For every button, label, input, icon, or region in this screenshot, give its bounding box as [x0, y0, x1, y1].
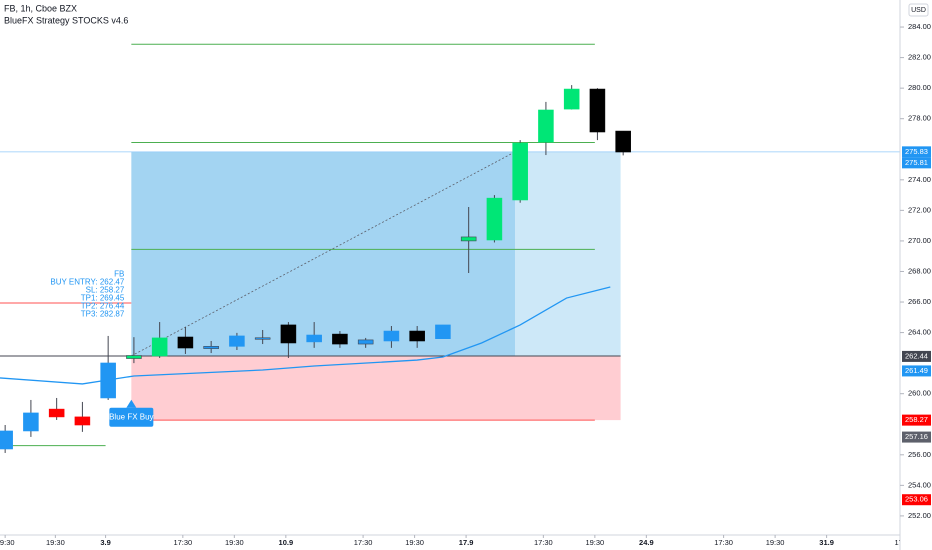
- y-tick-label: 280.00: [908, 83, 931, 92]
- candle-body: [151, 337, 168, 357]
- x-tick-label: 17:30: [714, 538, 733, 547]
- candle-body: [357, 339, 374, 345]
- candle-body: [100, 362, 116, 399]
- y-tick-label: 260.00: [908, 389, 931, 398]
- y-tick-label: 282.00: [908, 53, 931, 62]
- y-tick-label: 268.00: [908, 266, 931, 275]
- candle-body: [563, 88, 580, 110]
- time-axis: 19:30 19:30 3.9 17:30 19:30 10.9 17:30 19:30 17.…: [0, 535, 913, 547]
- price-badge-label: 258.27: [905, 415, 928, 424]
- y-tick-label: 252.00: [908, 511, 931, 520]
- x-tick-label: 24.9: [639, 538, 654, 547]
- price-badge: [902, 414, 931, 426]
- candle-body: [538, 109, 554, 143]
- x-tick-label: 19:30: [0, 538, 15, 547]
- signal-box: [109, 407, 154, 427]
- price-badge: [902, 365, 931, 377]
- candle-body: [203, 346, 219, 349]
- candle-body: [74, 416, 91, 426]
- candle-body: [383, 330, 400, 342]
- candle-body: [332, 333, 348, 345]
- y-tick-label: 266.00: [908, 297, 931, 306]
- price-badge-label: 262.44: [905, 351, 928, 360]
- y-tick-label: 264.00: [908, 328, 931, 337]
- y-tick-label: 270.00: [908, 236, 931, 245]
- trade-level-label: TP2: 276.44: [81, 301, 125, 310]
- candle-body: [48, 408, 65, 418]
- candle-body: [254, 337, 271, 340]
- price-badge-label: 275.81: [905, 158, 928, 167]
- y-tick-label: 256.00: [908, 450, 931, 459]
- x-tick-label: 19:30: [405, 538, 424, 547]
- x-tick-label: 17:30: [354, 538, 373, 547]
- trade-level-label: BUY ENTRY: 262.47: [50, 277, 125, 286]
- candle-body: [409, 330, 425, 342]
- x-tick-label: 3.9: [100, 538, 110, 547]
- price-badge-label: 257.16: [905, 432, 928, 441]
- candle-body: [486, 197, 503, 241]
- y-tick-label: 284.00: [908, 22, 931, 31]
- currency: USD: [911, 7, 926, 14]
- x-tick-label: 19:30: [766, 538, 785, 547]
- trade-level-label: SL: 258.27: [86, 285, 125, 294]
- candle-body: [512, 142, 528, 201]
- chart-subtitle: BlueFX Strategy STOCKS v4.6: [4, 15, 128, 25]
- currency-box: [908, 3, 929, 17]
- signal-label: Blue FX Buy: [109, 412, 153, 421]
- trade-level-label: TP3: 282.87: [81, 309, 125, 318]
- candle-body: [615, 130, 631, 153]
- y-tick-label: 272.00: [908, 205, 931, 214]
- candle-body: [589, 88, 606, 133]
- candle-body: [280, 324, 297, 344]
- trade-symbol: FB: [114, 269, 124, 278]
- candle-body: [177, 336, 194, 349]
- price-badge: [902, 494, 931, 506]
- candle-body: [306, 334, 322, 343]
- signal-pointer: [126, 399, 137, 408]
- candle-body: [23, 412, 39, 432]
- candle-body: [460, 236, 477, 242]
- y-tick-label: 278.00: [908, 114, 931, 123]
- x-tick-label: 17:30: [173, 538, 192, 547]
- price-badge-label: 261.49: [905, 366, 928, 375]
- y-tick-label: 274.00: [908, 175, 931, 184]
- price-badge: [902, 431, 931, 443]
- x-tick-label: 19:30: [585, 538, 604, 547]
- chart-title: FB, 1h, Cboe BZX: [4, 3, 77, 13]
- loss-zone: [131, 355, 621, 421]
- candle-body: [126, 355, 142, 359]
- x-tick-label: 17.9: [459, 538, 474, 547]
- x-tick-label: 17:30: [534, 538, 553, 547]
- price-badge: [902, 157, 931, 169]
- x-tick-label: 19:30: [46, 538, 65, 547]
- y-tick-label: 254.00: [908, 480, 931, 489]
- candle-body: [435, 324, 451, 339]
- x-tick-label: 17:30: [894, 538, 913, 547]
- x-tick-label: 10.9: [279, 538, 294, 547]
- candle-body: [229, 335, 245, 347]
- moving-average: [0, 286, 611, 385]
- x-tick-label: 31.9: [819, 538, 834, 547]
- trade-path: [131, 151, 516, 357]
- x-tick-label: 19:30: [225, 538, 244, 547]
- trade-level-label: TP1: 269.45: [81, 293, 125, 302]
- price-badge: [902, 146, 931, 158]
- price-badge-label: 253.06: [905, 495, 928, 504]
- candle-body: [0, 430, 13, 450]
- profit-zone-open: [515, 151, 621, 356]
- price-badge-label: 275.83: [905, 147, 928, 156]
- price-badge: [902, 350, 931, 362]
